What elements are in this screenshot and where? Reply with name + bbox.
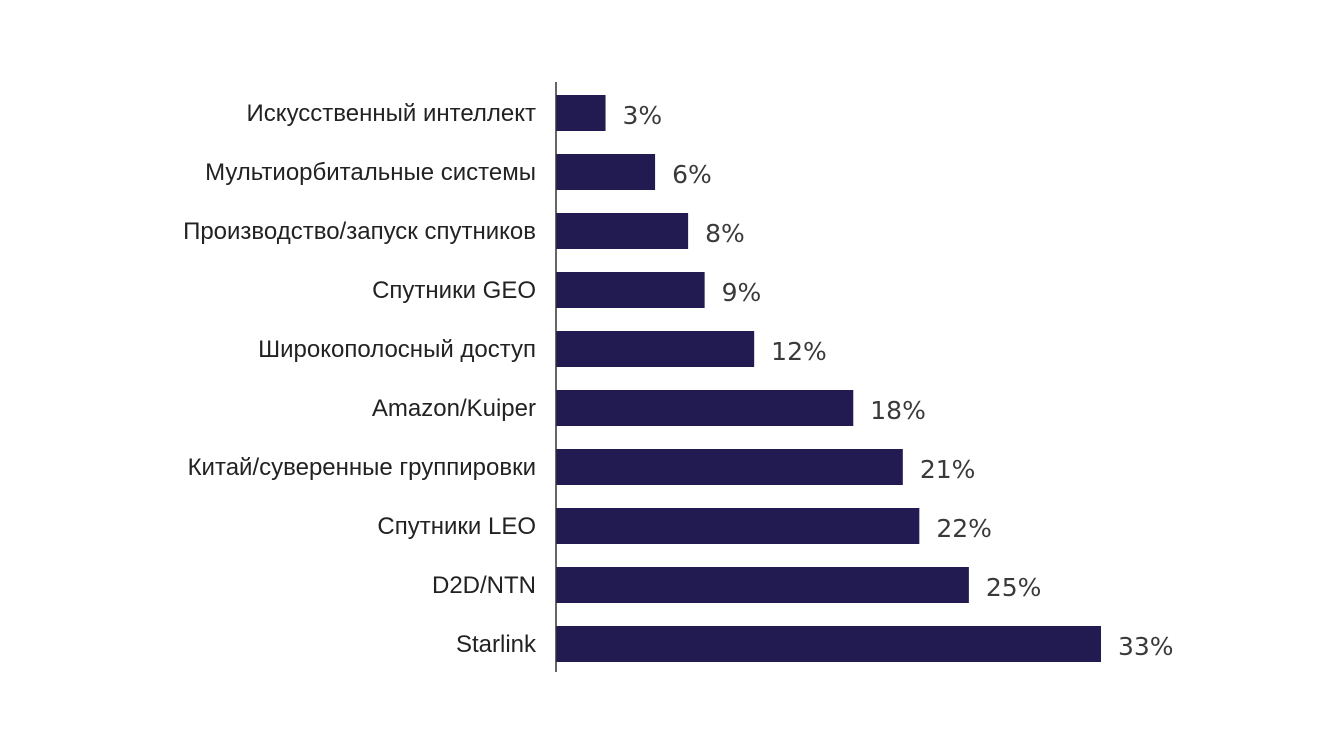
- bar: [556, 449, 903, 485]
- category-label: Starlink: [456, 631, 537, 658]
- bar: [556, 626, 1101, 662]
- category-label: Китай/суверенные группировки: [188, 454, 536, 481]
- value-label: 18%: [870, 396, 926, 425]
- bar: [556, 567, 969, 603]
- value-label: 33%: [1118, 632, 1174, 661]
- category-label: Широкополосный доступ: [258, 336, 536, 363]
- bar: [556, 390, 854, 426]
- value-label: 6%: [672, 160, 712, 189]
- bars-layer: [556, 95, 1101, 662]
- bar: [556, 272, 705, 308]
- value-label: 8%: [705, 219, 745, 248]
- value-label: 3%: [623, 101, 663, 130]
- bar: [556, 154, 656, 190]
- bar: [556, 95, 606, 131]
- category-label: Искусственный интеллект: [247, 100, 536, 127]
- category-label: Спутники GEO: [372, 277, 536, 304]
- category-label: D2D/NTN: [432, 572, 536, 599]
- category-label: Мультиорбитальные системы: [205, 159, 536, 186]
- value-label: 12%: [771, 337, 827, 366]
- bar: [556, 331, 755, 367]
- category-label: Amazon/Kuiper: [372, 395, 536, 422]
- value-label: 22%: [936, 514, 992, 543]
- category-labels-layer: Искусственный интеллект Мультиорбитальные…: [183, 100, 537, 658]
- category-label: Спутники LEO: [377, 513, 536, 540]
- value-label: 21%: [920, 455, 976, 484]
- bar: [556, 508, 920, 544]
- value-labels-layer: 3% 6% 8% 9% 12% 18% 21% 22% 25% 33%: [623, 101, 1174, 661]
- bar: [556, 213, 689, 249]
- category-label: Производство/запуск спутников: [183, 218, 536, 245]
- value-label: 25%: [986, 573, 1042, 602]
- value-label: 9%: [722, 278, 762, 307]
